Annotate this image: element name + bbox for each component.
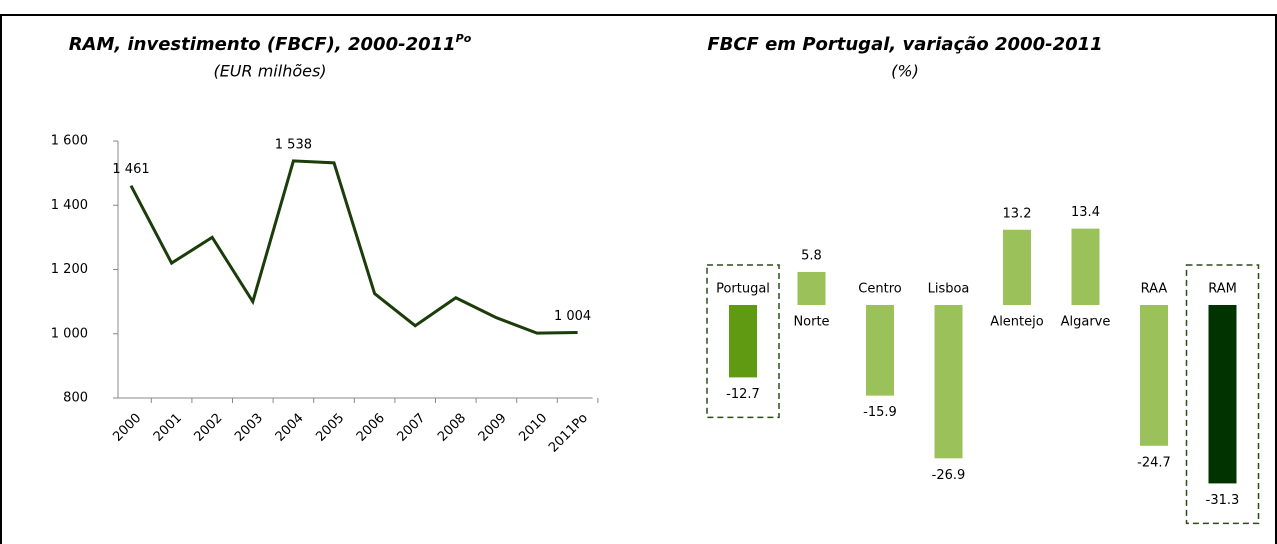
x-tick-label: 2004 bbox=[273, 411, 307, 445]
data-label: 13.2 bbox=[1003, 206, 1032, 221]
category-label: Norte bbox=[793, 315, 829, 330]
chart-subtitle: (%) bbox=[891, 62, 919, 81]
highlight-box bbox=[1185, 264, 1260, 525]
category-label: RAA bbox=[1141, 282, 1168, 297]
data-label: -26.9 bbox=[932, 468, 966, 483]
data-label: 1 004 bbox=[554, 309, 591, 324]
y-tick-label: 1 200 bbox=[51, 262, 88, 277]
x-tick-label: 2006 bbox=[354, 411, 388, 445]
x-tick-label: 2002 bbox=[191, 411, 225, 445]
data-label: 1 461 bbox=[112, 162, 149, 177]
bar bbox=[1071, 228, 1100, 305]
y-tick-label: 1 000 bbox=[51, 326, 88, 341]
title-text: RAM, investimento (FBCF), 2000-2011 bbox=[69, 34, 456, 55]
category-label: Alentejo bbox=[990, 315, 1043, 330]
bar bbox=[934, 305, 963, 459]
category-label: RAM bbox=[1208, 282, 1237, 297]
category-label: Lisboa bbox=[928, 282, 970, 297]
y-tick-label: 800 bbox=[63, 391, 88, 406]
data-label: 13.4 bbox=[1071, 205, 1100, 220]
chart-subtitle: (EUR milhões) bbox=[213, 62, 326, 81]
data-label: -15.9 bbox=[863, 405, 897, 420]
bar bbox=[797, 271, 826, 305]
x-tick-label: 2008 bbox=[435, 411, 469, 445]
y-tick-label: 1 400 bbox=[51, 198, 88, 213]
y-tick-label: 1 600 bbox=[51, 134, 88, 149]
bar bbox=[866, 305, 894, 396]
x-tick-label: 2007 bbox=[394, 411, 428, 445]
line bbox=[129, 159, 578, 335]
x-tick-label: 2010 bbox=[516, 411, 550, 445]
data-label: -12.7 bbox=[726, 387, 760, 402]
x-tick-label: 2011Po bbox=[546, 411, 591, 456]
bar bbox=[729, 305, 757, 378]
bar bbox=[1003, 229, 1031, 305]
data-label: 1 538 bbox=[275, 137, 312, 152]
chart-title: RAM, investimento (FBCF), 2000-2011Po bbox=[69, 32, 472, 55]
data-label: 5.8 bbox=[801, 248, 822, 263]
x-tick-label: 2009 bbox=[476, 411, 510, 445]
bar bbox=[1208, 305, 1237, 484]
highlight-box bbox=[706, 264, 780, 419]
category-label: Centro bbox=[858, 282, 901, 297]
x-tick-label: 2000 bbox=[110, 411, 144, 445]
category-label: Portugal bbox=[716, 282, 770, 297]
bar bbox=[1140, 305, 1168, 446]
title-superscript: Po bbox=[456, 32, 472, 45]
chart-title: FBCF em Portugal, variação 2000-2011 bbox=[707, 34, 1102, 55]
x-tick-label: 2001 bbox=[151, 411, 185, 445]
data-label: -31.3 bbox=[1206, 493, 1240, 508]
category-label: Algarve bbox=[1061, 315, 1111, 330]
data-label: -24.7 bbox=[1137, 455, 1171, 470]
x-tick-label: 2005 bbox=[313, 411, 347, 445]
x-tick-label: 2003 bbox=[232, 411, 266, 445]
frame bbox=[0, 14, 1277, 544]
